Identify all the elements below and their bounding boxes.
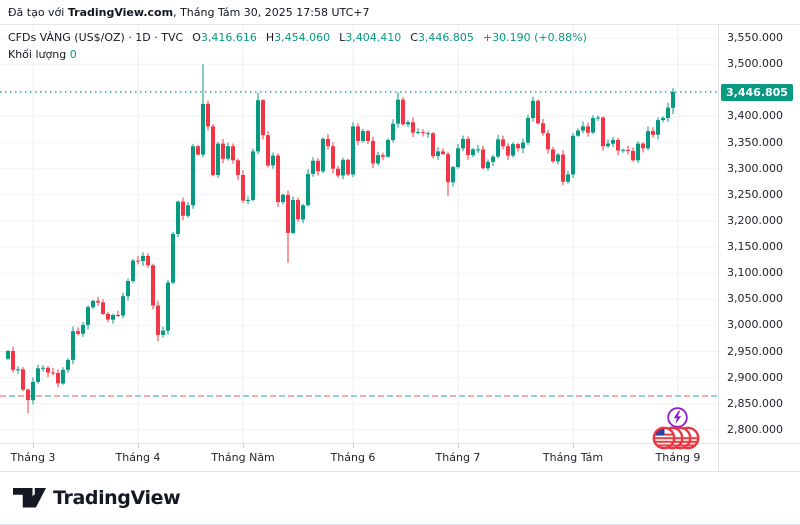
close-label: C <box>410 31 418 44</box>
symbol-legend-row: CFDs VÀNG (US$/OZ) · 1D · TVC O3,416.616 H… <box>8 30 587 45</box>
attribution-prefix: Đã tạo với <box>8 5 68 19</box>
price-axis-label: 2,800.000 <box>727 422 783 436</box>
time-axis-tick <box>33 444 34 448</box>
us-flags-event-icon[interactable] <box>650 425 710 455</box>
low-value: 3,404.410 <box>345 31 402 44</box>
low-label: L <box>339 31 346 44</box>
time-axis-tick <box>353 444 354 448</box>
close-value: 3,446.805 <box>417 31 474 44</box>
attribution-bar: Đã tạo với TradingView.com, Tháng Tám 30… <box>0 0 800 25</box>
last-price-badge: 3,446.805 <box>721 83 793 101</box>
price-pane[interactable]: CFDs VÀNG (US$/OZ) · 1D · TVC O3,416.616 H… <box>0 25 718 443</box>
price-axis-label: 3,100.000 <box>727 266 783 280</box>
chart-legend: CFDs VÀNG (US$/OZ) · 1D · TVC O3,416.616 H… <box>8 30 587 62</box>
footer: TradingView <box>0 471 800 524</box>
open-value: 3,416.616 <box>200 31 257 44</box>
time-axis-label: Tháng 9 <box>655 451 701 464</box>
price-axis-label: 3,150.000 <box>727 240 783 254</box>
price-axis-label: 3,050.000 <box>727 292 783 306</box>
tradingview-logo[interactable]: TradingView <box>13 487 181 509</box>
price-axis-label: 2,950.000 <box>727 344 783 358</box>
chart-container: CFDs VÀNG (US$/OZ) · 1D · TVC O3,416.616 H… <box>0 25 800 471</box>
candlestick-chart[interactable] <box>0 25 718 443</box>
time-axis[interactable]: Tháng 3 Tháng 4 Tháng Năm Tháng 6 Tháng 7 Thá… <box>0 443 800 471</box>
price-axis-label: 3,500.000 <box>727 57 783 71</box>
time-axis-tick <box>138 444 139 448</box>
high-value: 3,454.060 <box>274 31 331 44</box>
time-axis-label: Tháng Tám <box>542 451 604 464</box>
price-axis-label: 3,550.000 <box>727 31 783 45</box>
tradingview-brand-text: TradingView <box>53 487 181 509</box>
time-axis-tick <box>573 444 574 448</box>
price-axis-label: 3,300.000 <box>727 161 783 175</box>
attribution-suffix: , Tháng Tám 30, 2025 17:58 UTC+7 <box>173 5 370 19</box>
high-label: H <box>265 31 275 44</box>
price-axis-label: 3,250.000 <box>727 187 783 201</box>
volume-label: Khối lượng <box>8 48 67 61</box>
time-axis-label: Tháng 6 <box>330 451 376 464</box>
attribution-brand: TradingView.com <box>67 5 174 19</box>
price-axis-label: 3,000.000 <box>727 318 783 332</box>
time-axis-label: Tháng 4 <box>115 451 161 464</box>
price-axis-label: 3,200.000 <box>727 213 783 227</box>
symbol-title: CFDs VÀNG (US$/OZ) · 1D · TVC <box>8 31 184 44</box>
volume-value: 0 <box>69 48 77 61</box>
volume-legend-row: Khối lượng 0 <box>8 47 587 62</box>
time-axis-tick <box>458 444 459 448</box>
price-axis-label: 3,400.000 <box>727 109 783 123</box>
time-axis-tick <box>243 444 244 448</box>
time-axis-label: Tháng Năm <box>211 451 275 464</box>
open-label: O <box>192 31 201 44</box>
time-axis-label: Tháng 7 <box>435 451 481 464</box>
time-axis-label: Tháng 3 <box>10 451 56 464</box>
price-axis-label: 3,350.000 <box>727 135 783 149</box>
price-axis[interactable]: 3,446.805 3,550.000 3,500.000 3,400.000 3,3… <box>718 25 800 471</box>
price-axis-label: 2,900.000 <box>727 370 783 384</box>
change-value: +30.190 (+0.88%) <box>482 31 587 44</box>
tradingview-logomark-icon <box>13 487 46 507</box>
price-axis-label: 2,850.000 <box>727 396 783 410</box>
lightning-event-icon[interactable] <box>666 406 689 433</box>
